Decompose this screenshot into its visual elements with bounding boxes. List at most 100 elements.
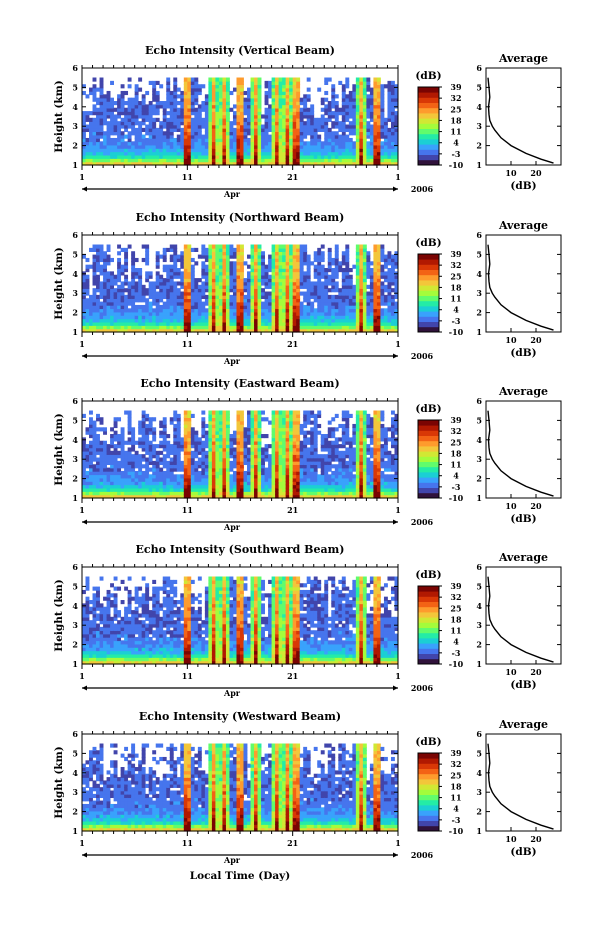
heatmap-cell — [247, 90, 251, 96]
heatmap-cell — [176, 457, 181, 462]
heatmap-cell — [127, 158, 132, 163]
heatmap-cell — [303, 127, 308, 133]
heatmap-cell — [134, 271, 139, 276]
heatmap-cell — [282, 111, 287, 116]
heatmap-cell — [176, 144, 181, 149]
heatmap-cell — [148, 321, 153, 326]
heatmap-cell — [369, 154, 374, 159]
heatmap-cell — [296, 251, 301, 256]
heatmap-cell — [204, 487, 209, 492]
heatmap-cell — [124, 101, 129, 106]
heatmap-cell — [282, 131, 287, 136]
heatmap-cell — [180, 281, 185, 286]
month-bar-arrow — [393, 353, 398, 359]
heatmap-cell — [394, 261, 399, 266]
heatmap-cell — [261, 281, 265, 286]
heatmap-cell — [373, 278, 378, 283]
heatmap-cell — [296, 141, 301, 146]
heatmap-cell — [117, 291, 122, 296]
heatmap-cell — [359, 311, 364, 316]
heatmap-cell — [201, 141, 206, 146]
heatmap-cell — [229, 144, 234, 149]
heatmap-cell — [310, 281, 315, 286]
heatmap-cell — [183, 281, 188, 286]
heatmap-cell — [197, 311, 202, 316]
heatmap-cell — [92, 484, 97, 489]
heatmap-cell — [211, 117, 216, 122]
heatmap-cell — [324, 284, 329, 289]
heatmap-cell — [232, 288, 237, 293]
heatmap-cell — [152, 464, 157, 469]
heatmap-cell — [89, 298, 93, 303]
heatmap-cell — [162, 484, 167, 489]
heatmap-cell — [173, 474, 178, 479]
heatmap-cell — [331, 124, 336, 129]
heatmap-cell — [341, 90, 346, 96]
heatmap-cell — [303, 141, 308, 146]
heatmap-cell — [187, 268, 192, 273]
heatmap-cell — [317, 311, 322, 316]
heatmap-cell — [278, 261, 283, 266]
heatmap-cell — [190, 454, 195, 459]
heatmap-cell — [369, 291, 374, 296]
heatmap-cell — [159, 423, 164, 429]
heatmap-cell — [303, 271, 308, 276]
heatmap-cell — [211, 321, 216, 326]
heatmap-cell — [254, 288, 258, 293]
heatmap-cell — [299, 117, 304, 122]
heatmap-cell — [394, 137, 399, 143]
heatmap-cell — [176, 318, 181, 323]
heatmap-cell — [99, 251, 104, 256]
heatmap-cell — [225, 291, 230, 296]
heatmap-cell — [148, 450, 153, 455]
heatmap-cell — [313, 308, 318, 313]
heatmap-cell — [155, 141, 160, 146]
heatmap-cell — [127, 321, 132, 326]
heatmap-cell — [89, 137, 93, 143]
heatmap-cell — [292, 261, 297, 266]
heatmap-cell — [166, 80, 171, 85]
heatmap-cell — [201, 467, 206, 472]
heatmap-cell — [334, 104, 339, 109]
heatmap-cell — [362, 124, 367, 129]
heatmap-cell — [134, 87, 139, 92]
heatmap-cell — [194, 121, 199, 126]
heatmap-cell — [85, 470, 90, 476]
heatmap-cell — [211, 328, 216, 333]
heatmap-cell — [166, 464, 171, 469]
heatmap-cell — [208, 121, 213, 126]
heatmap-cell — [320, 101, 325, 106]
heatmap-cell — [355, 161, 360, 166]
heatmap-cell — [240, 84, 244, 89]
heatmap-cell — [390, 84, 395, 89]
heatmap-cell — [254, 117, 258, 122]
heatmap-cell — [89, 127, 93, 133]
heatmap-cell — [201, 321, 206, 326]
heatmap-cell — [166, 294, 171, 300]
heatmap-cell — [106, 308, 111, 313]
heatmap-cell — [110, 467, 114, 472]
heatmap-cell — [225, 328, 230, 333]
heatmap-cell — [348, 298, 353, 303]
heatmap-cell — [218, 301, 223, 306]
heatmap-cell — [134, 268, 139, 273]
heatmap-cell — [352, 104, 357, 109]
heatmap-cell — [96, 141, 100, 146]
heatmap-cell — [271, 328, 276, 333]
heatmap-cell — [373, 291, 378, 296]
heatmap-cell — [359, 144, 364, 149]
heatmap-cell — [303, 158, 308, 163]
heatmap-cell — [124, 148, 129, 153]
heatmap-cell — [215, 244, 220, 249]
heatmap-cell — [240, 97, 244, 102]
heatmap-cell — [134, 137, 139, 143]
heatmap-cell — [232, 127, 237, 133]
heatmap-cell — [282, 154, 287, 159]
heatmap-cell — [380, 117, 385, 122]
heatmap-cell — [138, 427, 143, 432]
heatmap-cell — [362, 244, 367, 249]
heatmap-cell — [299, 97, 304, 102]
heatmap-cell — [131, 484, 136, 489]
heatmap-cell — [257, 127, 262, 133]
heatmap-cell — [92, 161, 97, 166]
